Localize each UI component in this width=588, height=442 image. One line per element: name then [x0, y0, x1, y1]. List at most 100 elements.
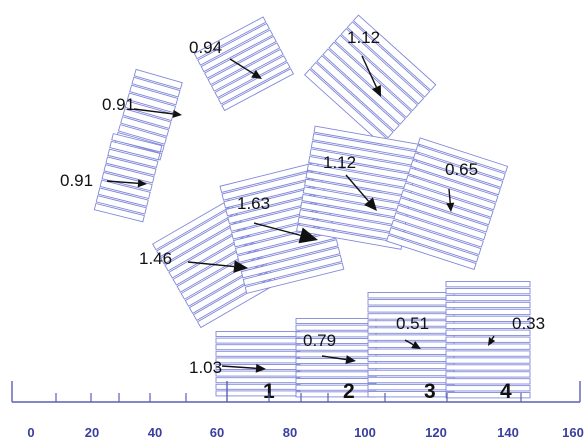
- block-stripe: [204, 35, 277, 79]
- block-stripe: [334, 34, 419, 112]
- block-stripe: [126, 92, 177, 114]
- scale-tick-label-40: 40: [148, 425, 162, 440]
- scale-bar: 0 20 40 60 80 100 120 140 160: [11, 381, 584, 440]
- block-stripe: [242, 254, 343, 287]
- block-stripe: [295, 384, 377, 391]
- value-label-b1: 0.91: [102, 95, 135, 114]
- block-stripe: [215, 331, 301, 337]
- block-stripe: [445, 350, 531, 357]
- velocity-arrow-b2: [106, 179, 147, 188]
- block-stripe: [298, 209, 406, 235]
- block-stripe: [93, 202, 145, 223]
- block-stripe: [214, 55, 288, 99]
- block-stripe: [445, 364, 531, 371]
- block-stripe: [445, 322, 531, 329]
- block-stripe: [415, 144, 506, 181]
- block-stripe: [295, 331, 377, 338]
- block-stripe: [99, 179, 151, 200]
- scale-tick-label-80: 80: [283, 425, 297, 440]
- scale-tick-label-120: 120: [425, 425, 447, 440]
- block-stripe: [445, 343, 531, 350]
- block-stripe: [346, 21, 431, 98]
- block-stripe: [367, 299, 455, 306]
- block-b3: [193, 16, 295, 112]
- block-stripe: [340, 28, 425, 105]
- block-b2: [93, 133, 163, 223]
- value-label-b12: 0.33: [512, 314, 545, 333]
- blocks-layer: [93, 14, 531, 399]
- block-stripe: [367, 383, 455, 391]
- scale-tick-label-20: 20: [85, 425, 99, 440]
- block-stripe: [111, 133, 163, 153]
- block-stripe: [445, 329, 531, 336]
- block-stripe: [215, 390, 301, 397]
- block-stripe: [97, 187, 149, 207]
- value-label-b3: 0.94: [189, 38, 222, 57]
- block-stripe: [445, 357, 531, 364]
- block-stripe: [445, 301, 531, 309]
- block-stripe: [316, 55, 400, 132]
- block-stripe: [367, 306, 455, 313]
- block-stripe: [120, 116, 170, 137]
- block-stripe: [445, 281, 531, 288]
- block-stripe: [295, 391, 377, 398]
- velocity-arrow-b4: [361, 55, 381, 97]
- block-b6: [219, 161, 345, 294]
- value-label-b9: 1.03: [189, 358, 222, 377]
- block-b10: [295, 318, 377, 398]
- block-stripe: [310, 61, 394, 139]
- block-stripe: [295, 364, 377, 371]
- block-stripe: [398, 197, 489, 233]
- block-stripe: [215, 337, 301, 344]
- block-b9: [215, 331, 301, 397]
- velocity-arrow-b11: [404, 339, 421, 349]
- block-stripe: [129, 84, 179, 106]
- block-b11: [367, 292, 455, 398]
- velocity-arrow-b3: [229, 58, 262, 79]
- block-stripe: [352, 14, 437, 91]
- block-stripe: [117, 124, 167, 145]
- value-label-b4: 1.12: [347, 28, 380, 47]
- block-stripe: [367, 334, 455, 341]
- scale-ticks: [11, 381, 581, 402]
- block-stripe: [207, 42, 281, 86]
- block-stripe: [328, 41, 412, 118]
- value-label-b6: 1.63: [237, 194, 270, 213]
- block-stripe: [221, 169, 322, 201]
- block-b4: [304, 14, 437, 146]
- block-stripe: [215, 383, 301, 390]
- block-stripe: [215, 357, 301, 364]
- block-stripe: [445, 294, 531, 302]
- block-stripe: [393, 212, 484, 248]
- block-stripe: [103, 164, 155, 184]
- block-stripe: [297, 216, 404, 243]
- block-stripe: [445, 336, 531, 343]
- block-stripe: [412, 152, 504, 188]
- block-b8: [386, 137, 509, 271]
- block-stripe: [240, 246, 341, 279]
- block-stripe: [122, 108, 172, 129]
- scale-tick-label-140: 140: [497, 425, 519, 440]
- block-stripe: [295, 378, 377, 385]
- value-label-b7: 1.12: [323, 153, 356, 172]
- value-label-b10: 0.79: [303, 331, 336, 350]
- block-stripe: [417, 137, 509, 173]
- block-stripe: [300, 201, 407, 228]
- block-stripe: [295, 351, 377, 358]
- velocity-arrow-b1: [133, 108, 182, 118]
- velocity-arrow-b12: [488, 335, 496, 346]
- block-stripe: [367, 292, 455, 299]
- velocity-arrow-b6: [253, 222, 318, 244]
- velocity-arrow-b5: [187, 260, 248, 273]
- scale-tick-label-60: 60: [210, 425, 224, 440]
- block-stripe: [200, 29, 274, 73]
- value-label-b11: 0.51: [396, 314, 429, 333]
- block-stripe: [217, 61, 291, 105]
- block-stripe: [197, 22, 270, 66]
- block-stripe: [445, 287, 531, 295]
- block-stripe: [219, 161, 320, 194]
- block-stripe: [367, 369, 455, 377]
- scale-tick-label-0: 0: [27, 425, 34, 440]
- block-stripe: [445, 371, 531, 378]
